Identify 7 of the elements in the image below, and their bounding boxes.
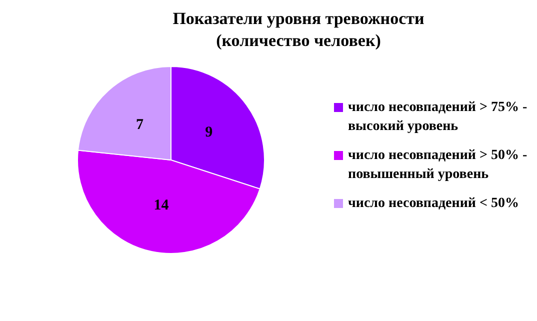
legend-label: число несовпадений < 50% xyxy=(348,194,519,212)
data-label: 9 xyxy=(205,124,213,140)
data-label: 7 xyxy=(136,117,144,134)
legend-label: число несовпадений > 50% - повышенный уровень xyxy=(348,146,528,184)
legend-label: число несовпадений > 75% - высокий уровень xyxy=(348,98,528,136)
data-label: 14 xyxy=(154,198,170,214)
chart-title: Показатели уровня тревожности (количество человек) xyxy=(172,8,426,52)
